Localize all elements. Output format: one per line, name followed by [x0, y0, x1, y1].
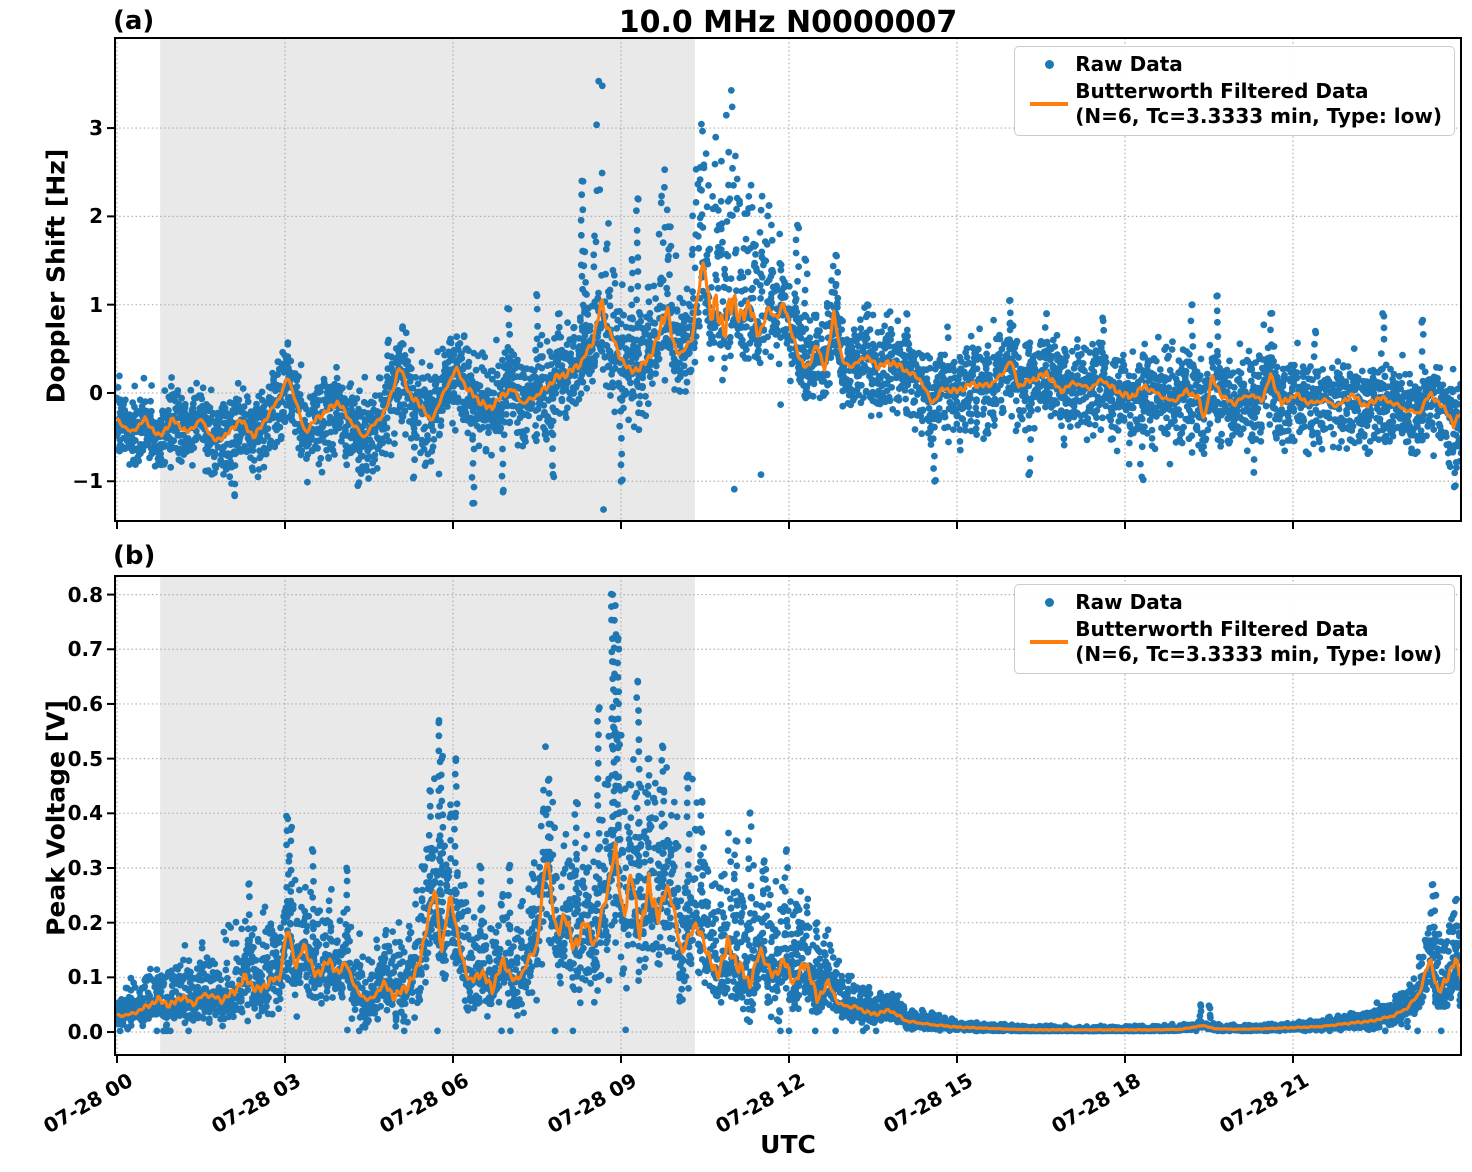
- filtered-line-swatch: [1030, 101, 1069, 106]
- y-tick-label: 0.5: [67, 746, 103, 771]
- x-axis-label: UTC: [760, 1130, 816, 1159]
- filtered-line-icon: [1023, 617, 1075, 666]
- legend-filtered-line1: Butterworth Filtered Data: [1075, 617, 1369, 642]
- figure-title: 10.0 MHz N0000007: [618, 5, 958, 40]
- tick-marks: [107, 127, 1294, 529]
- panel-b-ylabel: Peak Voltage [V]: [41, 700, 71, 936]
- legend-filtered-line2: (N=6, Tc=3.3333 min, Type: low): [1075, 103, 1442, 128]
- butterworth-filtered-line: [116, 261, 1460, 443]
- legend-raw-label: Raw Data: [1075, 52, 1183, 76]
- legend-filtered-label: Butterworth Filtered Data (N=6, Tc=3.333…: [1075, 79, 1442, 128]
- legend-raw-label: Raw Data: [1075, 590, 1183, 614]
- y-tick-label: 3: [89, 116, 103, 141]
- filtered-line-icon: [1023, 79, 1075, 128]
- raw-dot-swatch: [1044, 597, 1054, 607]
- y-tick-label: 0.1: [67, 965, 103, 990]
- butterworth-filtered-line: [116, 841, 1460, 1032]
- y-tick-label: 0.2: [67, 910, 103, 935]
- raw-data-marker-icon: [1023, 52, 1075, 76]
- tick-marks: [107, 593, 1294, 1063]
- y-tick-label: 0.4: [67, 801, 103, 826]
- panel-a-tag: (a): [113, 6, 155, 36]
- panel-a-ylabel: Doppler Shift [Hz]: [41, 148, 71, 404]
- y-tick-label: 1: [89, 292, 103, 317]
- y-tick-label: 0.7: [67, 637, 103, 662]
- panel-b-tag: (b): [113, 541, 156, 571]
- panel-b-legend: Raw Data Butterworth Filtered Data (N=6,…: [1014, 584, 1455, 675]
- panel-a-legend: Raw Data Butterworth Filtered Data (N=6,…: [1014, 46, 1455, 137]
- raw-data-marker-icon: [1023, 590, 1075, 614]
- legend-filtered-line1: Butterworth Filtered Data: [1075, 79, 1369, 104]
- y-tick-label: 0.6: [67, 691, 103, 716]
- y-tick-label: 0.0: [67, 1020, 103, 1045]
- y-tick-label: 2: [89, 204, 103, 229]
- filtered-line-swatch: [1030, 639, 1069, 644]
- legend-filtered-label: Butterworth Filtered Data (N=6, Tc=3.333…: [1075, 617, 1442, 666]
- y-tick-label: 0.3: [67, 855, 103, 880]
- panel-b-plot: [107, 575, 1462, 1063]
- panel-a-plot: [107, 37, 1462, 529]
- y-tick-label: −1: [72, 469, 103, 494]
- y-tick-label: 0.8: [67, 582, 103, 607]
- y-tick-label: 0: [89, 380, 103, 405]
- legend-filtered-line2: (N=6, Tc=3.3333 min, Type: low): [1075, 641, 1442, 666]
- raw-dot-swatch: [1044, 59, 1054, 69]
